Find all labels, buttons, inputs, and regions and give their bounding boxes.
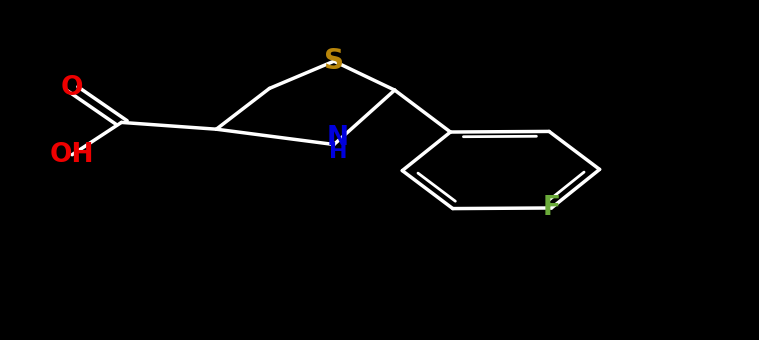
Text: N: N: [327, 125, 348, 151]
Text: S: S: [324, 47, 344, 75]
Text: H: H: [329, 142, 347, 162]
Text: OH: OH: [50, 142, 94, 168]
Text: F: F: [543, 195, 560, 221]
Text: O: O: [61, 75, 83, 101]
